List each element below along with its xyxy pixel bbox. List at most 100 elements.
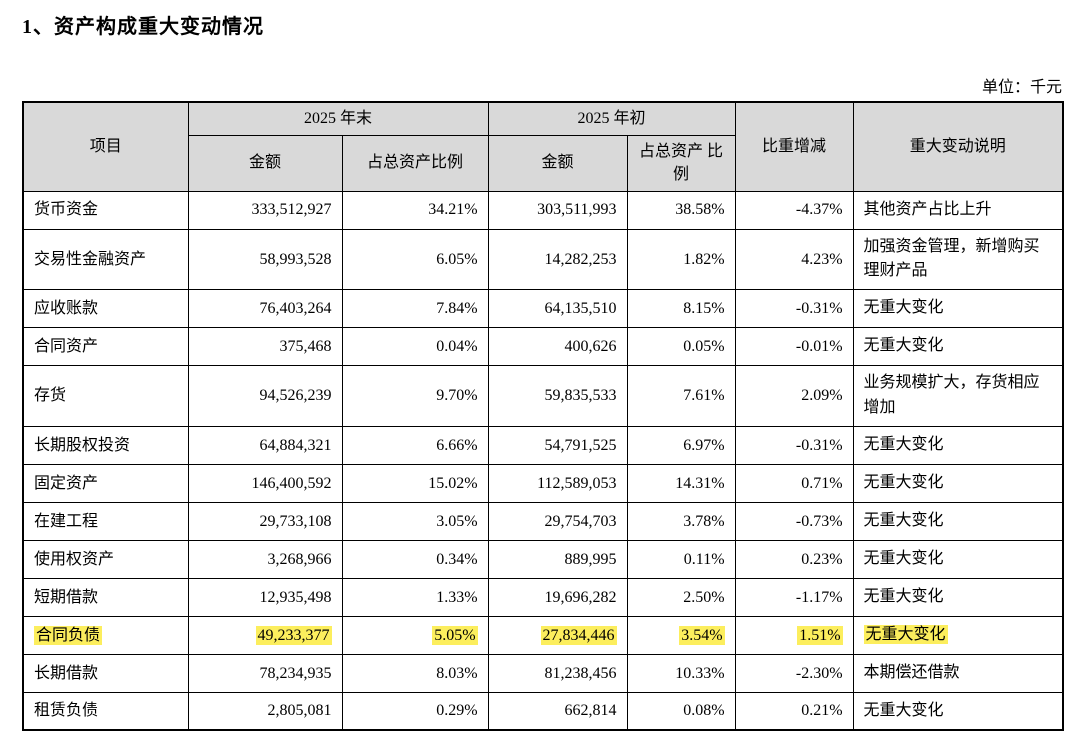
header-amount-begin: 金额 [487, 134, 628, 192]
cell-begin-ratio: 38.58% [626, 190, 736, 230]
table-row: 货币资金 333,512,927 34.21% 303,511,993 38.5… [22, 190, 1064, 230]
cell-text: 49,233,377 [255, 625, 332, 645]
cell-text: 29,754,703 [544, 512, 617, 530]
cell-begin-ratio: 10.33% [626, 653, 736, 693]
cell-text: 2.09% [801, 387, 843, 405]
cell-begin-ratio: 8.15% [626, 289, 736, 329]
cell-text: 333,512,927 [251, 201, 332, 219]
cell-end-ratio: 6.05% [341, 228, 489, 291]
cell-explanation: 无重大变化 [852, 615, 1064, 655]
cell-text: 6.66% [436, 436, 478, 454]
cell-begin-ratio: 3.54% [626, 615, 736, 655]
table-row: 长期股权投资 64,884,321 6.66% 54,791,525 6.97%… [22, 425, 1064, 465]
cell-text: 14.31% [675, 474, 725, 492]
cell-text: 3.78% [683, 512, 725, 530]
cell-explanation: 其他资产占比上升 [852, 190, 1064, 230]
cell-item: 短期借款 [22, 577, 189, 617]
cell-begin-amount: 112,589,053 [487, 463, 628, 503]
cell-text: 交易性金融资产 [34, 250, 147, 268]
cell-item: 货币资金 [22, 190, 189, 230]
cell-text: 10.33% [675, 664, 725, 682]
table-body: 货币资金 333,512,927 34.21% 303,511,993 38.5… [22, 190, 1064, 731]
cell-explanation: 无重大变化 [852, 327, 1064, 367]
page-title: 1、资产构成重大变动情况 [22, 16, 264, 38]
cell-text: 无重大变化 [863, 337, 944, 355]
cell-end-amount: 3,268,966 [187, 539, 343, 579]
cell-text: 本期偿还借款 [863, 663, 960, 681]
cell-item: 使用权资产 [22, 539, 189, 579]
cell-text: 146,400,592 [251, 474, 332, 492]
cell-begin-ratio: 1.82% [626, 228, 736, 291]
cell-text: 货币资金 [34, 201, 99, 219]
cell-text: 无重大变化 [863, 435, 944, 453]
cell-end-amount: 2,805,081 [187, 691, 343, 731]
table-row: 固定资产 146,400,592 15.02% 112,589,053 14.3… [22, 463, 1064, 503]
cell-text: 其他资产占比上升 [863, 200, 992, 218]
table-row: 存货 94,526,239 9.70% 59,835,533 7.61% 2.0… [22, 365, 1064, 427]
cell-text: 长期股权投资 [34, 436, 131, 454]
header-amount-end: 金额 [187, 134, 343, 192]
cell-text: 无重大变化 [863, 701, 944, 719]
cell-begin-amount: 29,754,703 [487, 501, 628, 541]
cell-item: 合同资产 [22, 327, 189, 367]
cell-begin-amount: 889,995 [487, 539, 628, 579]
cell-text: 0.05% [683, 338, 725, 355]
cell-end-ratio: 8.03% [341, 653, 489, 693]
cell-text: 19,696,282 [544, 588, 617, 606]
cell-begin-ratio: 3.78% [626, 501, 736, 541]
cell-text: 无重大变化 [863, 624, 948, 644]
table-row: 合同资产 375,468 0.04% 400,626 0.05% -0.01% … [22, 327, 1064, 367]
cell-begin-amount: 27,834,446 [487, 615, 628, 655]
cell-text: 303,511,993 [537, 201, 617, 219]
cell-end-ratio: 34.21% [341, 190, 489, 230]
cell-end-ratio: 0.29% [341, 691, 489, 731]
cell-end-amount: 12,935,498 [187, 577, 343, 617]
cell-text: 1.82% [683, 250, 725, 268]
cell-text: 0.11% [683, 550, 725, 568]
cell-begin-amount: 303,511,993 [487, 190, 628, 230]
cell-begin-amount: 14,282,253 [487, 228, 628, 291]
cell-end-amount: 58,993,528 [187, 228, 343, 291]
cell-explanation: 无重大变化 [852, 289, 1064, 329]
cell-ratio-change: 0.23% [734, 539, 854, 579]
cell-text: 无重大变化 [863, 511, 944, 529]
cell-text: -0.31% [795, 300, 843, 317]
cell-begin-ratio: 0.11% [626, 539, 736, 579]
cell-end-amount: 78,234,935 [187, 653, 343, 693]
cell-begin-ratio: 0.05% [626, 327, 736, 367]
cell-text: 7.61% [683, 387, 725, 405]
cell-text: 8.03% [436, 664, 478, 682]
cell-item: 租赁负债 [22, 691, 189, 731]
cell-text: 长期借款 [34, 664, 99, 682]
cell-text: 1.33% [436, 588, 478, 606]
cell-text: 租赁负债 [34, 702, 99, 720]
cell-ratio-change: -0.01% [734, 327, 854, 367]
cell-end-ratio: 6.66% [341, 425, 489, 465]
cell-explanation: 加强资金管理，新增购买理财产品 [852, 228, 1064, 291]
cell-text: 0.29% [436, 702, 478, 720]
cell-begin-ratio: 0.08% [626, 691, 736, 731]
cell-text: 14,282,253 [544, 250, 617, 268]
cell-text: 27,834,446 [540, 625, 617, 645]
cell-item: 长期借款 [22, 653, 189, 693]
header-ratio-end: 占总资产比例 [341, 134, 489, 192]
cell-text: 0.21% [801, 702, 843, 720]
cell-text: 3.05% [436, 512, 478, 530]
cell-text: 4.23% [801, 250, 843, 268]
cell-text: 固定资产 [34, 474, 99, 492]
cell-text: 合同负债 [34, 625, 103, 645]
cell-text: 54,791,525 [544, 436, 617, 454]
table-row: 交易性金融资产 58,993,528 6.05% 14,282,253 1.82… [22, 228, 1064, 291]
cell-text: 在建工程 [34, 512, 99, 530]
cell-begin-amount: 81,238,456 [487, 653, 628, 693]
cell-text: 78,234,935 [259, 664, 332, 682]
cell-text: 64,135,510 [544, 300, 617, 317]
header-group-2025-end: 2025 年末 [187, 101, 489, 136]
cell-explanation: 无重大变化 [852, 425, 1064, 465]
cell-end-amount: 64,884,321 [187, 425, 343, 465]
cell-text: 2.50% [683, 588, 725, 606]
cell-text: -4.37% [795, 201, 843, 219]
cell-text: 112,589,053 [537, 474, 617, 492]
cell-explanation: 无重大变化 [852, 691, 1064, 731]
